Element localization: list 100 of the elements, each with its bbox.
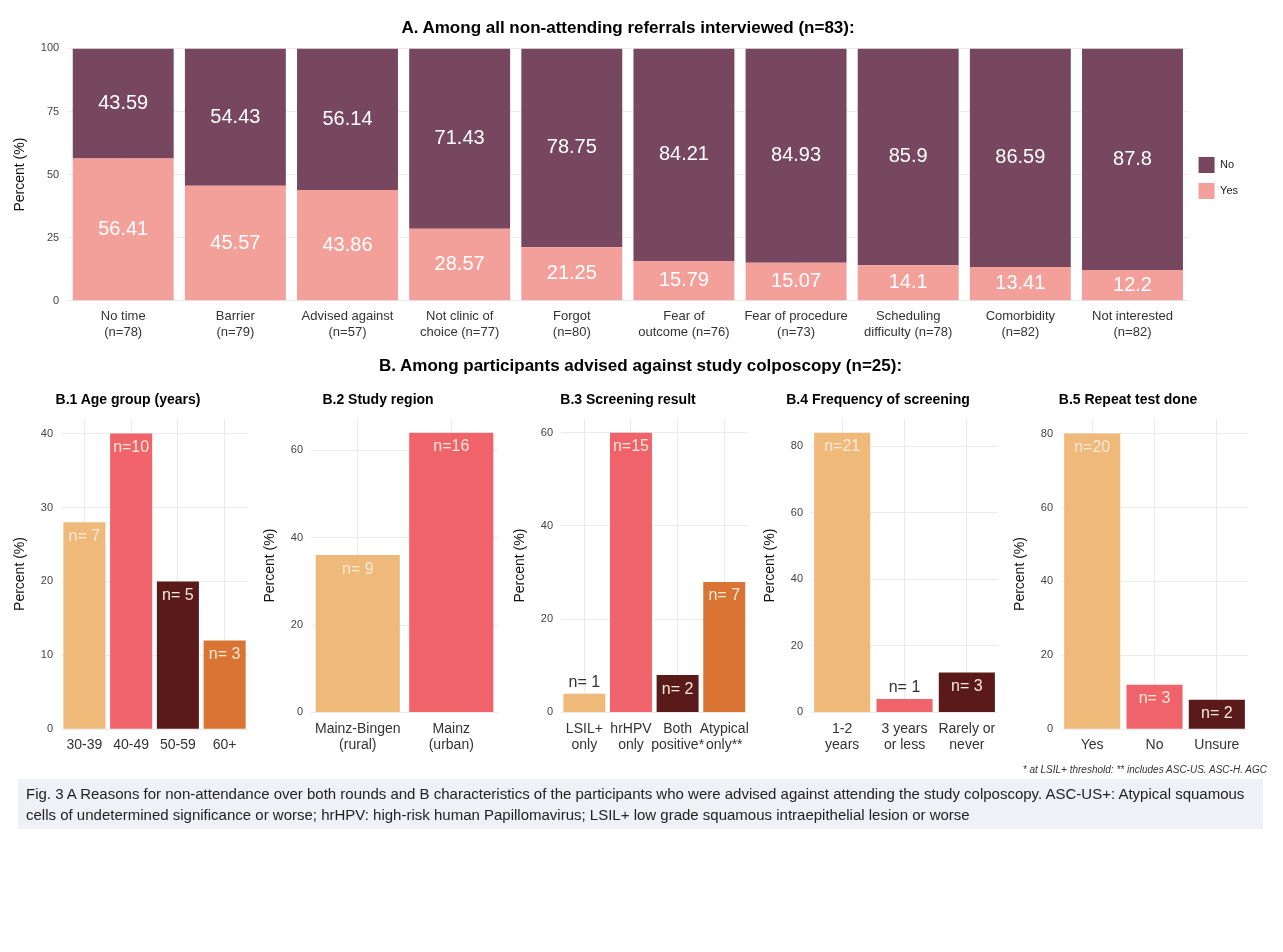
bar bbox=[610, 432, 652, 712]
x-tick-label: Forgot (n=80) bbox=[552, 308, 591, 339]
bar bbox=[72, 158, 174, 301]
x-tick-label: Not clinic of choice (n=77) bbox=[420, 308, 500, 339]
x-tick-label: Rarely or never bbox=[938, 719, 996, 753]
x-tick-label: Mainz (urban) bbox=[428, 719, 474, 753]
y-axis-title: Percent (%) bbox=[761, 528, 778, 603]
y-tick-label: 0 bbox=[46, 722, 54, 735]
chart-title: B.5 Repeat test done bbox=[1058, 391, 1198, 408]
x-tick-label: Scheduling difficulty (n=78) bbox=[864, 308, 953, 339]
annotation: n= 2 bbox=[1201, 704, 1233, 722]
bar bbox=[203, 640, 246, 729]
data-label: 28.57 bbox=[434, 252, 485, 275]
bar bbox=[633, 48, 735, 261]
y-tick-label: 40 bbox=[290, 530, 304, 543]
data-label: 43.86 bbox=[322, 232, 373, 255]
y-tick-label: 20 bbox=[40, 574, 54, 587]
annotation: n= 2 bbox=[661, 679, 694, 697]
y-axis-title: Percent (%) bbox=[11, 537, 28, 611]
bar bbox=[563, 693, 606, 712]
x-tick-label: 60+ bbox=[212, 736, 237, 753]
bar bbox=[857, 265, 959, 301]
text: B. Among participants advised against study colposcopy (n=25): bbox=[377, 356, 904, 376]
y-tick-label: 20 bbox=[540, 612, 554, 625]
y-tick-label: 40 bbox=[1040, 574, 1054, 587]
data-label: 21.25 bbox=[546, 261, 597, 284]
y-tick-label: 60 bbox=[290, 443, 304, 456]
annotation: n=16 bbox=[433, 437, 470, 455]
data-label: 43.59 bbox=[98, 90, 149, 113]
x-tick-label: No time (n=78) bbox=[100, 308, 146, 339]
chart-title: A. Among all non-attending referrals interviewed (n=83): bbox=[401, 17, 855, 37]
x-tick-label: 3 years or less bbox=[881, 719, 928, 753]
bar bbox=[63, 522, 106, 729]
annotation: n=20 bbox=[1074, 437, 1111, 455]
annotation: n= 1 bbox=[888, 678, 921, 696]
bar bbox=[297, 48, 398, 191]
y-tick-label: 100 bbox=[40, 41, 60, 54]
y-axis-title: Percent (%) bbox=[511, 528, 528, 603]
y-tick-label: 75 bbox=[46, 104, 60, 117]
data-label: 56.14 bbox=[322, 106, 373, 129]
bar bbox=[633, 260, 735, 301]
bar bbox=[814, 432, 871, 712]
chart-title: B.1 Age group (years) bbox=[55, 391, 201, 408]
annotation: n= 7 bbox=[68, 526, 101, 544]
bar bbox=[297, 190, 398, 301]
bar bbox=[521, 247, 623, 301]
bar bbox=[745, 262, 847, 301]
bar bbox=[938, 672, 995, 712]
data-label: 86.59 bbox=[995, 145, 1046, 168]
y-tick-label: 80 bbox=[790, 439, 804, 452]
y-tick-label: 40 bbox=[40, 426, 54, 439]
y-tick-label: 20 bbox=[290, 618, 304, 631]
annotation: n= 3 bbox=[951, 676, 983, 694]
bar bbox=[969, 48, 1071, 267]
y-tick-label: 60 bbox=[1040, 500, 1054, 513]
annotation: n=15 bbox=[612, 437, 650, 455]
data-label: 87.8 bbox=[1113, 146, 1152, 169]
x-tick-label: Fear of outcome (n=76) bbox=[638, 308, 730, 339]
y-tick-label: 40 bbox=[790, 572, 804, 585]
bar bbox=[1126, 684, 1183, 729]
y-tick-label: 0 bbox=[296, 705, 304, 718]
bar bbox=[1188, 699, 1245, 729]
data-label: 84.21 bbox=[658, 142, 709, 165]
annotation: n=21 bbox=[824, 437, 861, 455]
y-tick-label: 60 bbox=[540, 425, 554, 438]
y-tick-label: 25 bbox=[46, 230, 60, 243]
bar bbox=[184, 185, 286, 301]
annotation: n= 1 bbox=[568, 673, 601, 691]
y-tick-label: 30 bbox=[40, 500, 54, 513]
legend-label: Yes bbox=[1220, 184, 1239, 197]
x-tick-label: LSIL+ only bbox=[565, 719, 603, 753]
y-tick-label: 10 bbox=[40, 648, 54, 661]
data-label: 71.43 bbox=[434, 126, 485, 149]
x-tick-label: 40-49 bbox=[113, 736, 150, 753]
data-label: 84.93 bbox=[771, 143, 822, 166]
bar bbox=[656, 675, 699, 712]
x-tick-label: Unsure bbox=[1194, 736, 1240, 753]
data-label: 13.41 bbox=[995, 271, 1046, 294]
x-tick-label: Mainz-Bingen (rural) bbox=[314, 719, 401, 753]
chart-title: B.3 Screening result bbox=[560, 391, 697, 408]
x-tick-label: hrHPV only bbox=[610, 719, 653, 753]
bar bbox=[969, 266, 1071, 301]
y-tick-label: 20 bbox=[1040, 648, 1054, 661]
bar bbox=[857, 48, 959, 266]
bar bbox=[1082, 270, 1183, 301]
x-tick-label: 30-39 bbox=[66, 736, 103, 753]
bar bbox=[184, 48, 286, 186]
data-label: 45.57 bbox=[210, 230, 261, 253]
data-label: 54.43 bbox=[210, 104, 261, 127]
y-tick-label: 0 bbox=[546, 705, 554, 718]
x-tick-label: 1-2 years bbox=[825, 719, 860, 753]
bar bbox=[876, 699, 933, 712]
x-tick-label: Comorbidity (n=82) bbox=[985, 308, 1056, 339]
annotation: n= 3 bbox=[1138, 689, 1171, 707]
y-tick-label: 50 bbox=[46, 167, 60, 180]
bar bbox=[745, 48, 847, 263]
bar bbox=[1064, 433, 1121, 729]
data-label: 56.41 bbox=[98, 216, 149, 239]
annotation: n= 9 bbox=[341, 559, 374, 577]
x-tick-label: Not interested (n=82) bbox=[1092, 308, 1173, 339]
